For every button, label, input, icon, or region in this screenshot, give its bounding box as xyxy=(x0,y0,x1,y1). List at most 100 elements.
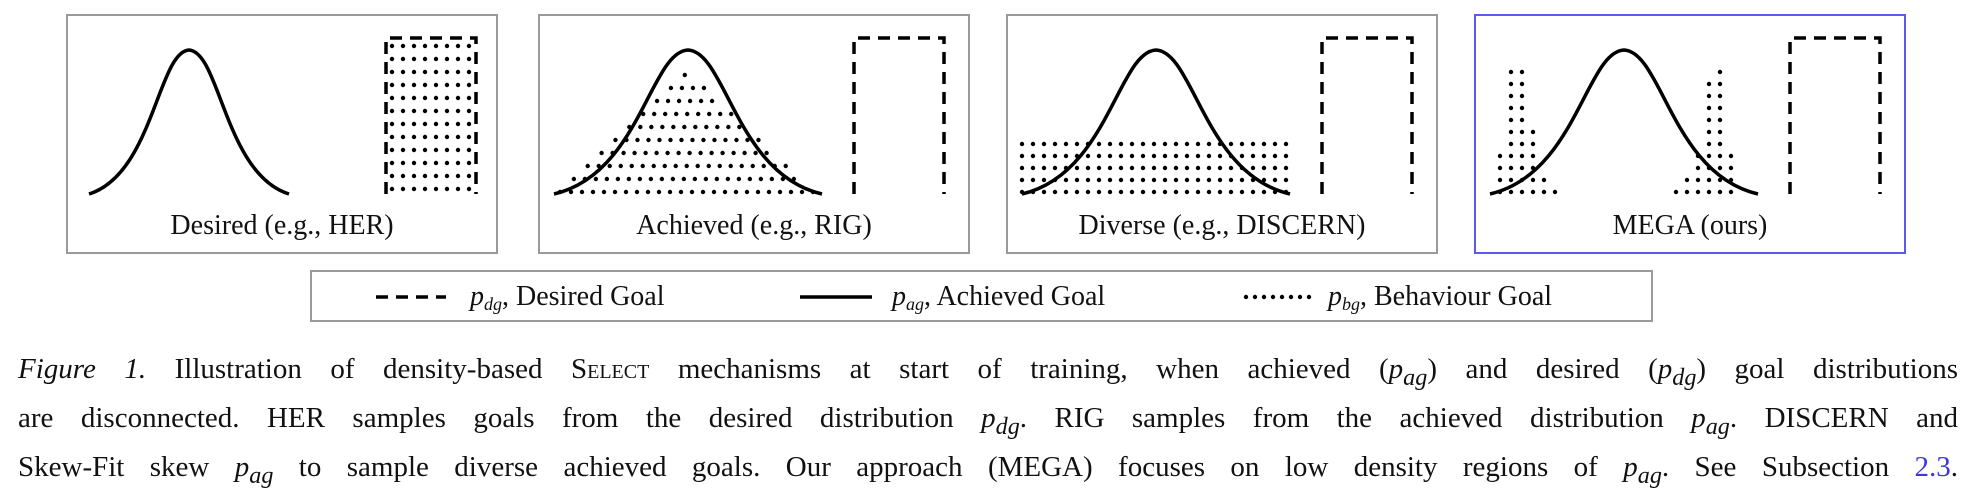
behaviour-dot xyxy=(717,163,722,169)
behaviour-dot xyxy=(701,137,706,143)
behaviour-dot xyxy=(422,43,428,49)
behaviour-dot xyxy=(1129,177,1135,183)
behaviour-dot xyxy=(1717,117,1723,123)
behaviour-dot xyxy=(1508,177,1514,183)
behaviour-dot xyxy=(1184,165,1190,171)
behaviour-dot xyxy=(422,147,428,153)
behaviour-dot xyxy=(1717,69,1723,75)
behaviour-dot xyxy=(1283,177,1289,183)
achieved-goal-curve xyxy=(1489,48,1759,196)
behaviour-dot xyxy=(1717,93,1723,99)
behaviour-dot xyxy=(728,163,733,169)
behaviour-dot xyxy=(1074,165,1080,171)
behaviour-dot xyxy=(1107,177,1113,183)
behaviour-dot xyxy=(596,163,601,169)
behaviour-dot xyxy=(1706,189,1712,195)
behaviour-dot xyxy=(698,150,703,156)
behaviour-dot xyxy=(411,108,417,114)
behaviour-dot xyxy=(1250,189,1256,195)
behaviour-dot xyxy=(1140,189,1146,195)
behaviour-dot xyxy=(612,189,618,195)
behaviour-dot xyxy=(1228,153,1234,159)
panel-label: Achieved (e.g., RIG) xyxy=(636,210,872,241)
behaviour-dot xyxy=(466,173,472,179)
behaviour-dot xyxy=(1019,189,1025,195)
behaviour-dot xyxy=(1041,153,1047,159)
behaviour-dot xyxy=(1206,141,1212,147)
behaviour-dot xyxy=(674,111,679,117)
behaviour-dot xyxy=(624,137,629,143)
behaviour-dot xyxy=(665,150,670,156)
behaviour-dot xyxy=(1283,165,1289,171)
behaviour-dot xyxy=(1261,189,1267,195)
behaviour-dot xyxy=(1063,153,1069,159)
behaviour-dot xyxy=(433,69,439,75)
behaviour-dot xyxy=(810,189,816,195)
behaviour-dot xyxy=(1717,141,1723,147)
desired-goal-box xyxy=(852,36,946,194)
legend-achieved: pag, Achieved Goal xyxy=(892,281,1106,314)
behaviour-dot xyxy=(1217,141,1223,147)
behaviour-dot xyxy=(755,189,761,195)
behaviour-dot xyxy=(455,69,461,75)
legend-desired: pdg, Desired Goal xyxy=(470,281,665,314)
caption-line-2: are disconnected. HER samples goals from… xyxy=(18,401,1958,440)
behaviour-dot xyxy=(747,176,753,182)
behaviour-dot xyxy=(1530,165,1536,171)
behaviour-dot xyxy=(1173,165,1179,171)
behaviour-dot xyxy=(389,43,395,49)
behaviour-dot xyxy=(1052,153,1058,159)
behaviour-dot xyxy=(1063,189,1069,195)
behaviour-dot xyxy=(455,173,461,179)
behaviour-dot xyxy=(1052,177,1058,183)
behaviour-dot xyxy=(629,163,634,169)
behaviour-dot xyxy=(411,82,417,88)
behaviour-dot xyxy=(411,134,417,140)
behaviour-dot xyxy=(433,134,439,140)
behaviour-dot xyxy=(1695,189,1701,195)
behaviour-dot xyxy=(1283,189,1289,195)
behaviour-dot xyxy=(1030,177,1036,183)
behaviour-dot xyxy=(1519,153,1525,159)
behaviour-dot xyxy=(1173,177,1179,183)
behaviour-goal-dots xyxy=(1019,141,1289,195)
behaviour-dot xyxy=(690,85,696,91)
behaviour-dot xyxy=(455,108,461,114)
behaviour-dot xyxy=(433,186,439,192)
behaviour-dot xyxy=(444,43,450,49)
behaviour-dot xyxy=(715,124,720,130)
behaviour-dot xyxy=(1519,81,1525,87)
behaviour-dot xyxy=(422,69,428,75)
behaviour-dot xyxy=(1519,105,1525,111)
behaviour-dot xyxy=(676,98,682,104)
behaviour-dot xyxy=(714,176,720,182)
behaviour-dot xyxy=(1508,117,1514,123)
behaviour-dot xyxy=(422,108,428,114)
behaviour-dot xyxy=(389,108,395,114)
behaviour-dot xyxy=(389,56,395,62)
behaviour-dot xyxy=(1695,165,1701,171)
behaviour-dot xyxy=(621,150,626,156)
behaviour-dot xyxy=(618,163,623,169)
subsection-link[interactable]: 2.3 xyxy=(1914,450,1951,483)
behaviour-dot xyxy=(389,173,395,179)
behaviour-dot xyxy=(1063,141,1069,147)
behaviour-dot xyxy=(422,186,428,192)
behaviour-dot xyxy=(1272,165,1278,171)
behaviour-dot xyxy=(389,160,395,166)
behaviour-dot xyxy=(1279,294,1285,300)
behaviour-dot xyxy=(1074,189,1080,195)
behaviour-dot xyxy=(422,134,428,140)
behaviour-dot xyxy=(783,163,788,169)
behaviour-dot xyxy=(682,124,687,130)
behaviour-dot xyxy=(1228,165,1234,171)
behaviour-dot xyxy=(745,137,750,143)
behaviour-dot xyxy=(466,147,472,153)
behaviour-dot xyxy=(1695,153,1701,159)
behaviour-dot xyxy=(1096,189,1102,195)
behaviour-dot xyxy=(411,147,417,153)
behaviour-dot xyxy=(444,82,450,88)
behaviour-dot xyxy=(1140,177,1146,183)
behaviour-dot xyxy=(679,137,684,143)
panel-desired: Desired (e.g., HER) xyxy=(66,14,498,254)
